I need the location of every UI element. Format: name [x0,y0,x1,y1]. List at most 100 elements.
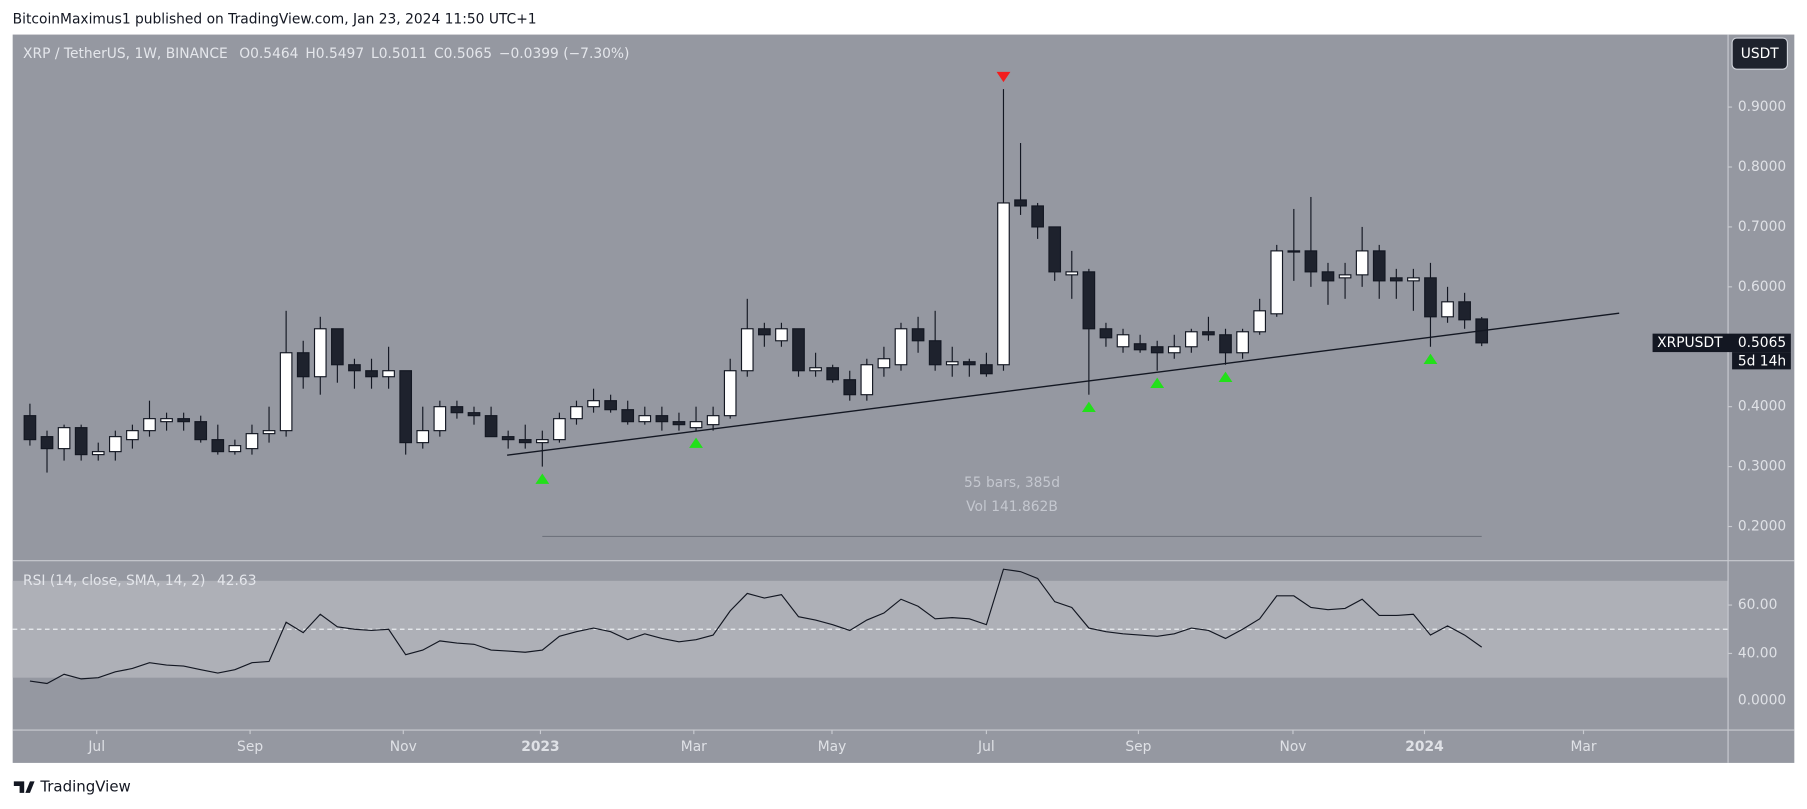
x-tick-label: 2023 [521,739,559,755]
candle-body [228,445,242,453]
candle-body [1236,331,1249,354]
up-marker [1218,371,1233,383]
candle-body [1355,250,1369,276]
candle-body [1407,277,1420,282]
candle-body [484,415,498,438]
ohlc-prefix: C [434,46,444,62]
publisher-line: BitcoinMaximus1 published on TradingView… [13,12,537,28]
candle-body [723,370,737,417]
x-tick-label: Jul [87,739,105,755]
candle-body [126,430,139,441]
rsi-line [29,568,1483,685]
candle-body [962,361,976,366]
candle-body [1167,346,1181,354]
ohlc-value: 0.5065 [444,46,492,62]
rsi-title: RSI (14, close, SMA, 14, 2) [23,573,205,589]
countdown-tag [1732,352,1791,370]
candle-body [1185,331,1198,348]
y-tick-label: 0.2000 [1738,519,1786,535]
up-marker [535,473,550,484]
up-marker [689,437,703,448]
extra-axis-label: 0.0000 [1738,693,1786,709]
candle-body [740,328,754,372]
candle-body [1031,205,1044,228]
candle-body [1099,328,1113,339]
candle-body [1014,199,1027,207]
candle-body [1441,301,1454,318]
candle-body [1150,346,1164,354]
candle-body [758,328,771,336]
candle-body [1082,271,1096,330]
candle-body [1372,250,1386,282]
ohlc-value: 0.5464 [250,46,299,62]
candle-body [706,415,720,426]
symbol-title: XRP / TetherUS, 1W, BINANCE [23,46,228,62]
measure-volume: Vol 141.862B [966,499,1058,515]
candle-body [945,361,959,366]
candle-body [638,415,652,423]
candle-body [928,340,942,366]
candle-body [211,439,225,453]
countdown: 5d 14h [1738,353,1786,369]
y-tick-label: 0.3000 [1738,459,1786,475]
candle-body [553,418,566,441]
ohlc-prefix: O [239,46,250,62]
candle-body [1287,250,1301,253]
x-tick-label: Nov [390,739,417,755]
candle-body [997,202,1010,366]
candle-body [40,436,54,450]
footer-brand: TradingView [39,778,130,796]
candle-body [860,364,874,396]
ohlc-change: −0.0399 (−7.30%) [499,46,630,62]
candle-body [143,418,156,432]
candle-body [980,364,993,375]
rsi-legend: RSI (14, close, SMA, 14, 2) 42.63 [23,573,256,589]
currency-label[interactable]: USDT [1741,46,1780,62]
candle-body [91,451,105,456]
candle-body [809,367,822,372]
candle-body [1219,334,1232,354]
candle-body [160,418,173,423]
ohlc-value: 0.5497 [316,46,364,62]
x-tick-label: 2024 [1405,739,1443,755]
ohlc-value: 0.5011 [379,46,427,62]
candle-body [296,352,310,378]
candle-body [1133,343,1147,351]
candle-body [792,328,805,372]
currency-button[interactable]: USDT [1731,37,1788,70]
candle-body [843,379,857,396]
candle-body [1202,331,1215,336]
candle-body [826,367,840,381]
candle-body [467,412,481,417]
candle-body [911,328,925,342]
candle-body [262,430,276,435]
candle-body [450,406,464,414]
candle-body [433,406,447,432]
tv-logo [13,781,35,793]
candle-body [1424,277,1437,318]
candle-body [279,352,293,432]
candle-body [1389,277,1403,282]
candle-body [177,418,190,423]
price-tag-symbol: XRPUSDT [1657,335,1723,351]
up-marker [1150,377,1165,389]
candle-body [672,421,686,426]
ohlc-prefix: L [371,46,379,62]
candle-body [621,409,635,423]
down-marker [996,71,1011,83]
x-tick-label: Sep [1125,739,1151,755]
candle-body [331,328,344,366]
rsi-y-tick-label: 40.00 [1738,645,1778,661]
candle-body [245,433,259,450]
candle-body [518,439,532,444]
x-tick-label: Mar [1570,739,1596,755]
x-tick-label: Mar [681,739,707,755]
candle-body [1338,274,1352,279]
rsi-last: 42.63 [217,573,257,589]
x-tick-label: Nov [1279,739,1306,755]
price-tag [1652,333,1791,353]
trendline [507,312,1620,456]
x-tick-label: Jul [977,739,995,755]
ohlc-prefix: H [305,46,315,62]
candle-body [74,427,88,456]
